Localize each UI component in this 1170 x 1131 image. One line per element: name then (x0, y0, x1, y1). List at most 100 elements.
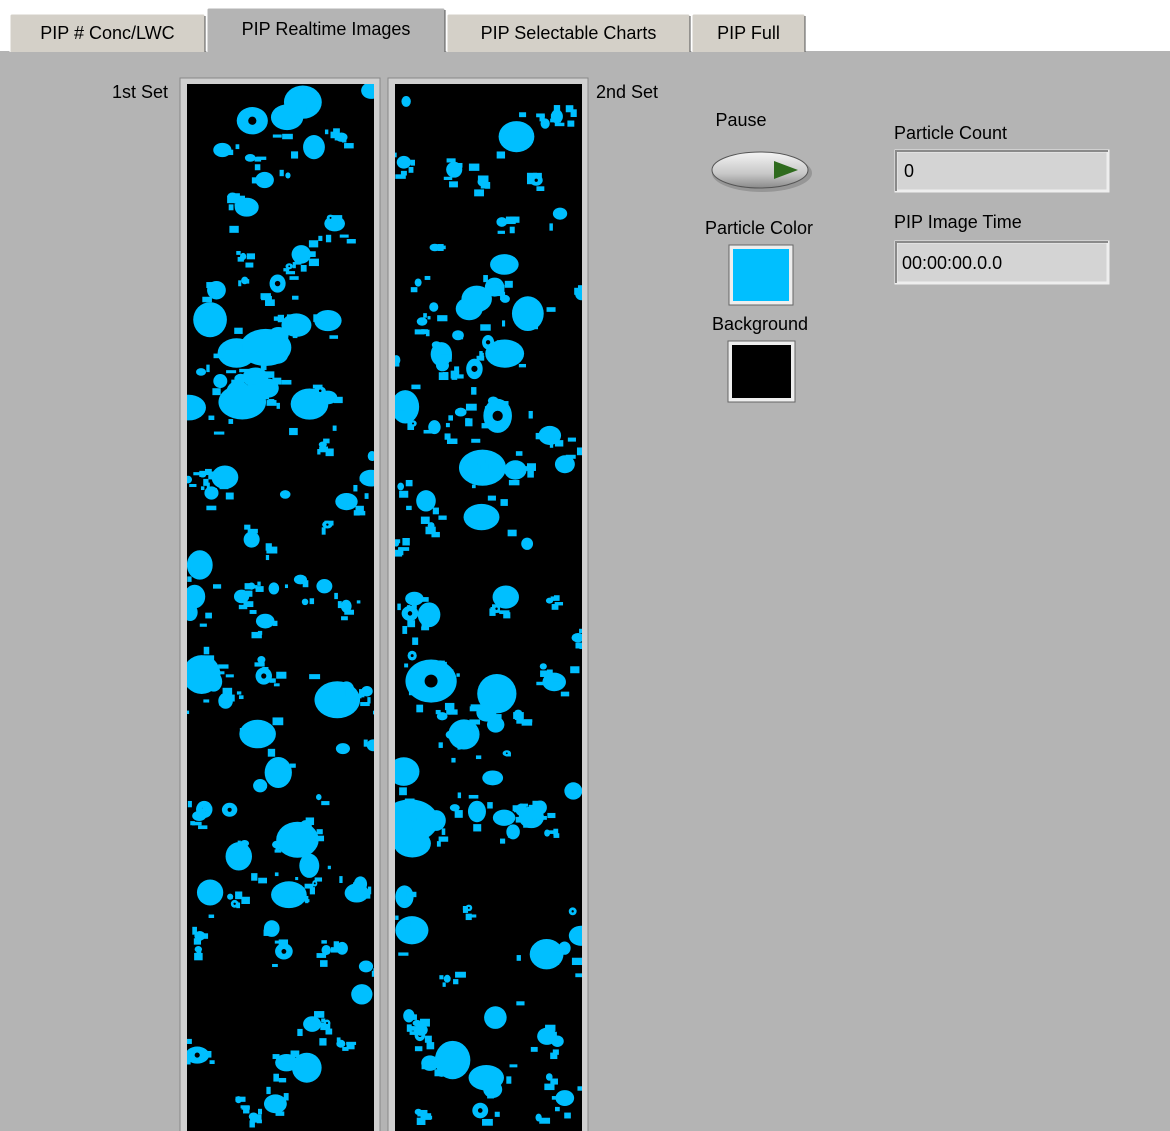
particle (203, 478, 209, 486)
particle (245, 262, 254, 268)
particle (435, 359, 450, 372)
pause-button[interactable] (711, 151, 812, 192)
particle (236, 250, 241, 255)
particle (257, 1108, 263, 1115)
particle (320, 1022, 331, 1031)
particle (340, 599, 352, 613)
particle (281, 113, 291, 120)
particle (371, 741, 374, 749)
particle (438, 836, 449, 842)
particle (271, 881, 307, 909)
particle (196, 879, 224, 906)
particle (424, 275, 431, 280)
particle (333, 128, 340, 135)
particle (274, 872, 279, 877)
particle (509, 1064, 518, 1068)
particle (554, 455, 575, 474)
particle-hole (227, 807, 232, 812)
particle (323, 438, 330, 444)
particle (316, 793, 322, 801)
particle (405, 591, 424, 606)
particle (421, 626, 430, 631)
particle (253, 385, 263, 391)
particle (213, 431, 225, 435)
particle (260, 293, 271, 299)
particle (477, 462, 489, 469)
particle (483, 275, 488, 283)
particle (552, 960, 560, 965)
tab-label: PIP # Conc/LWC (40, 23, 174, 43)
particle (412, 637, 419, 645)
particle-hole (261, 673, 267, 679)
particle (504, 460, 527, 480)
background-swatch[interactable] (732, 345, 791, 398)
particle (505, 216, 516, 225)
strip-label: 1st Set (112, 82, 168, 102)
particle (408, 166, 414, 173)
particle (285, 271, 296, 275)
particle (451, 757, 456, 763)
particle (451, 373, 458, 380)
particle (334, 133, 345, 141)
tab[interactable]: PIP Selectable Charts (446, 13, 691, 52)
particle (398, 952, 409, 956)
particle (239, 368, 250, 373)
particle (454, 366, 460, 372)
particle-color-label: Particle Color (705, 218, 813, 238)
particle (302, 580, 309, 588)
particle (282, 1062, 291, 1068)
particle (292, 295, 299, 300)
particle (224, 694, 235, 702)
particle (465, 403, 477, 411)
particle (205, 671, 223, 692)
particle (516, 718, 524, 724)
tab[interactable]: PIP Realtime Images (206, 7, 446, 52)
particle (346, 500, 353, 508)
particle (265, 299, 275, 306)
particle (411, 384, 421, 390)
particle (526, 463, 536, 471)
particle-hole (274, 280, 281, 287)
particle (546, 669, 553, 676)
particle (416, 704, 424, 713)
particle (276, 671, 287, 679)
particle (333, 941, 340, 949)
particle (225, 674, 234, 678)
particle (277, 314, 285, 323)
particle (248, 372, 256, 381)
particle (519, 112, 527, 118)
particle (438, 515, 447, 520)
particle (327, 865, 331, 870)
particle (187, 710, 190, 715)
particle (283, 268, 290, 272)
particle (355, 505, 364, 513)
particle (255, 586, 264, 592)
particle-color-swatch[interactable] (733, 249, 789, 301)
particle (256, 1119, 262, 1124)
particle (319, 446, 329, 453)
particle-hole (288, 265, 291, 268)
particle (577, 1086, 582, 1091)
particle (267, 748, 276, 757)
particle (421, 620, 430, 627)
particle (437, 315, 448, 322)
particle (351, 694, 362, 699)
particle (477, 175, 489, 183)
particle (444, 702, 455, 711)
particle (425, 329, 430, 337)
particle (414, 1024, 428, 1036)
particle (486, 1077, 491, 1086)
strip-label: 2nd Set (596, 82, 658, 102)
particle (414, 1046, 423, 1052)
tab-bar: PIP # Conc/LWC PIP Realtime Images PIP Sel… (9, 7, 806, 52)
tab-label: PIP Realtime Images (242, 19, 411, 39)
particle (321, 527, 326, 535)
particle (228, 419, 234, 424)
particle-hole (424, 674, 438, 688)
particle (275, 1053, 298, 1072)
particle (443, 176, 453, 180)
tab[interactable]: PIP Full (691, 13, 806, 52)
particle-hole (329, 216, 332, 219)
particle (299, 853, 320, 878)
tab[interactable]: PIP # Conc/LWC (9, 13, 206, 52)
